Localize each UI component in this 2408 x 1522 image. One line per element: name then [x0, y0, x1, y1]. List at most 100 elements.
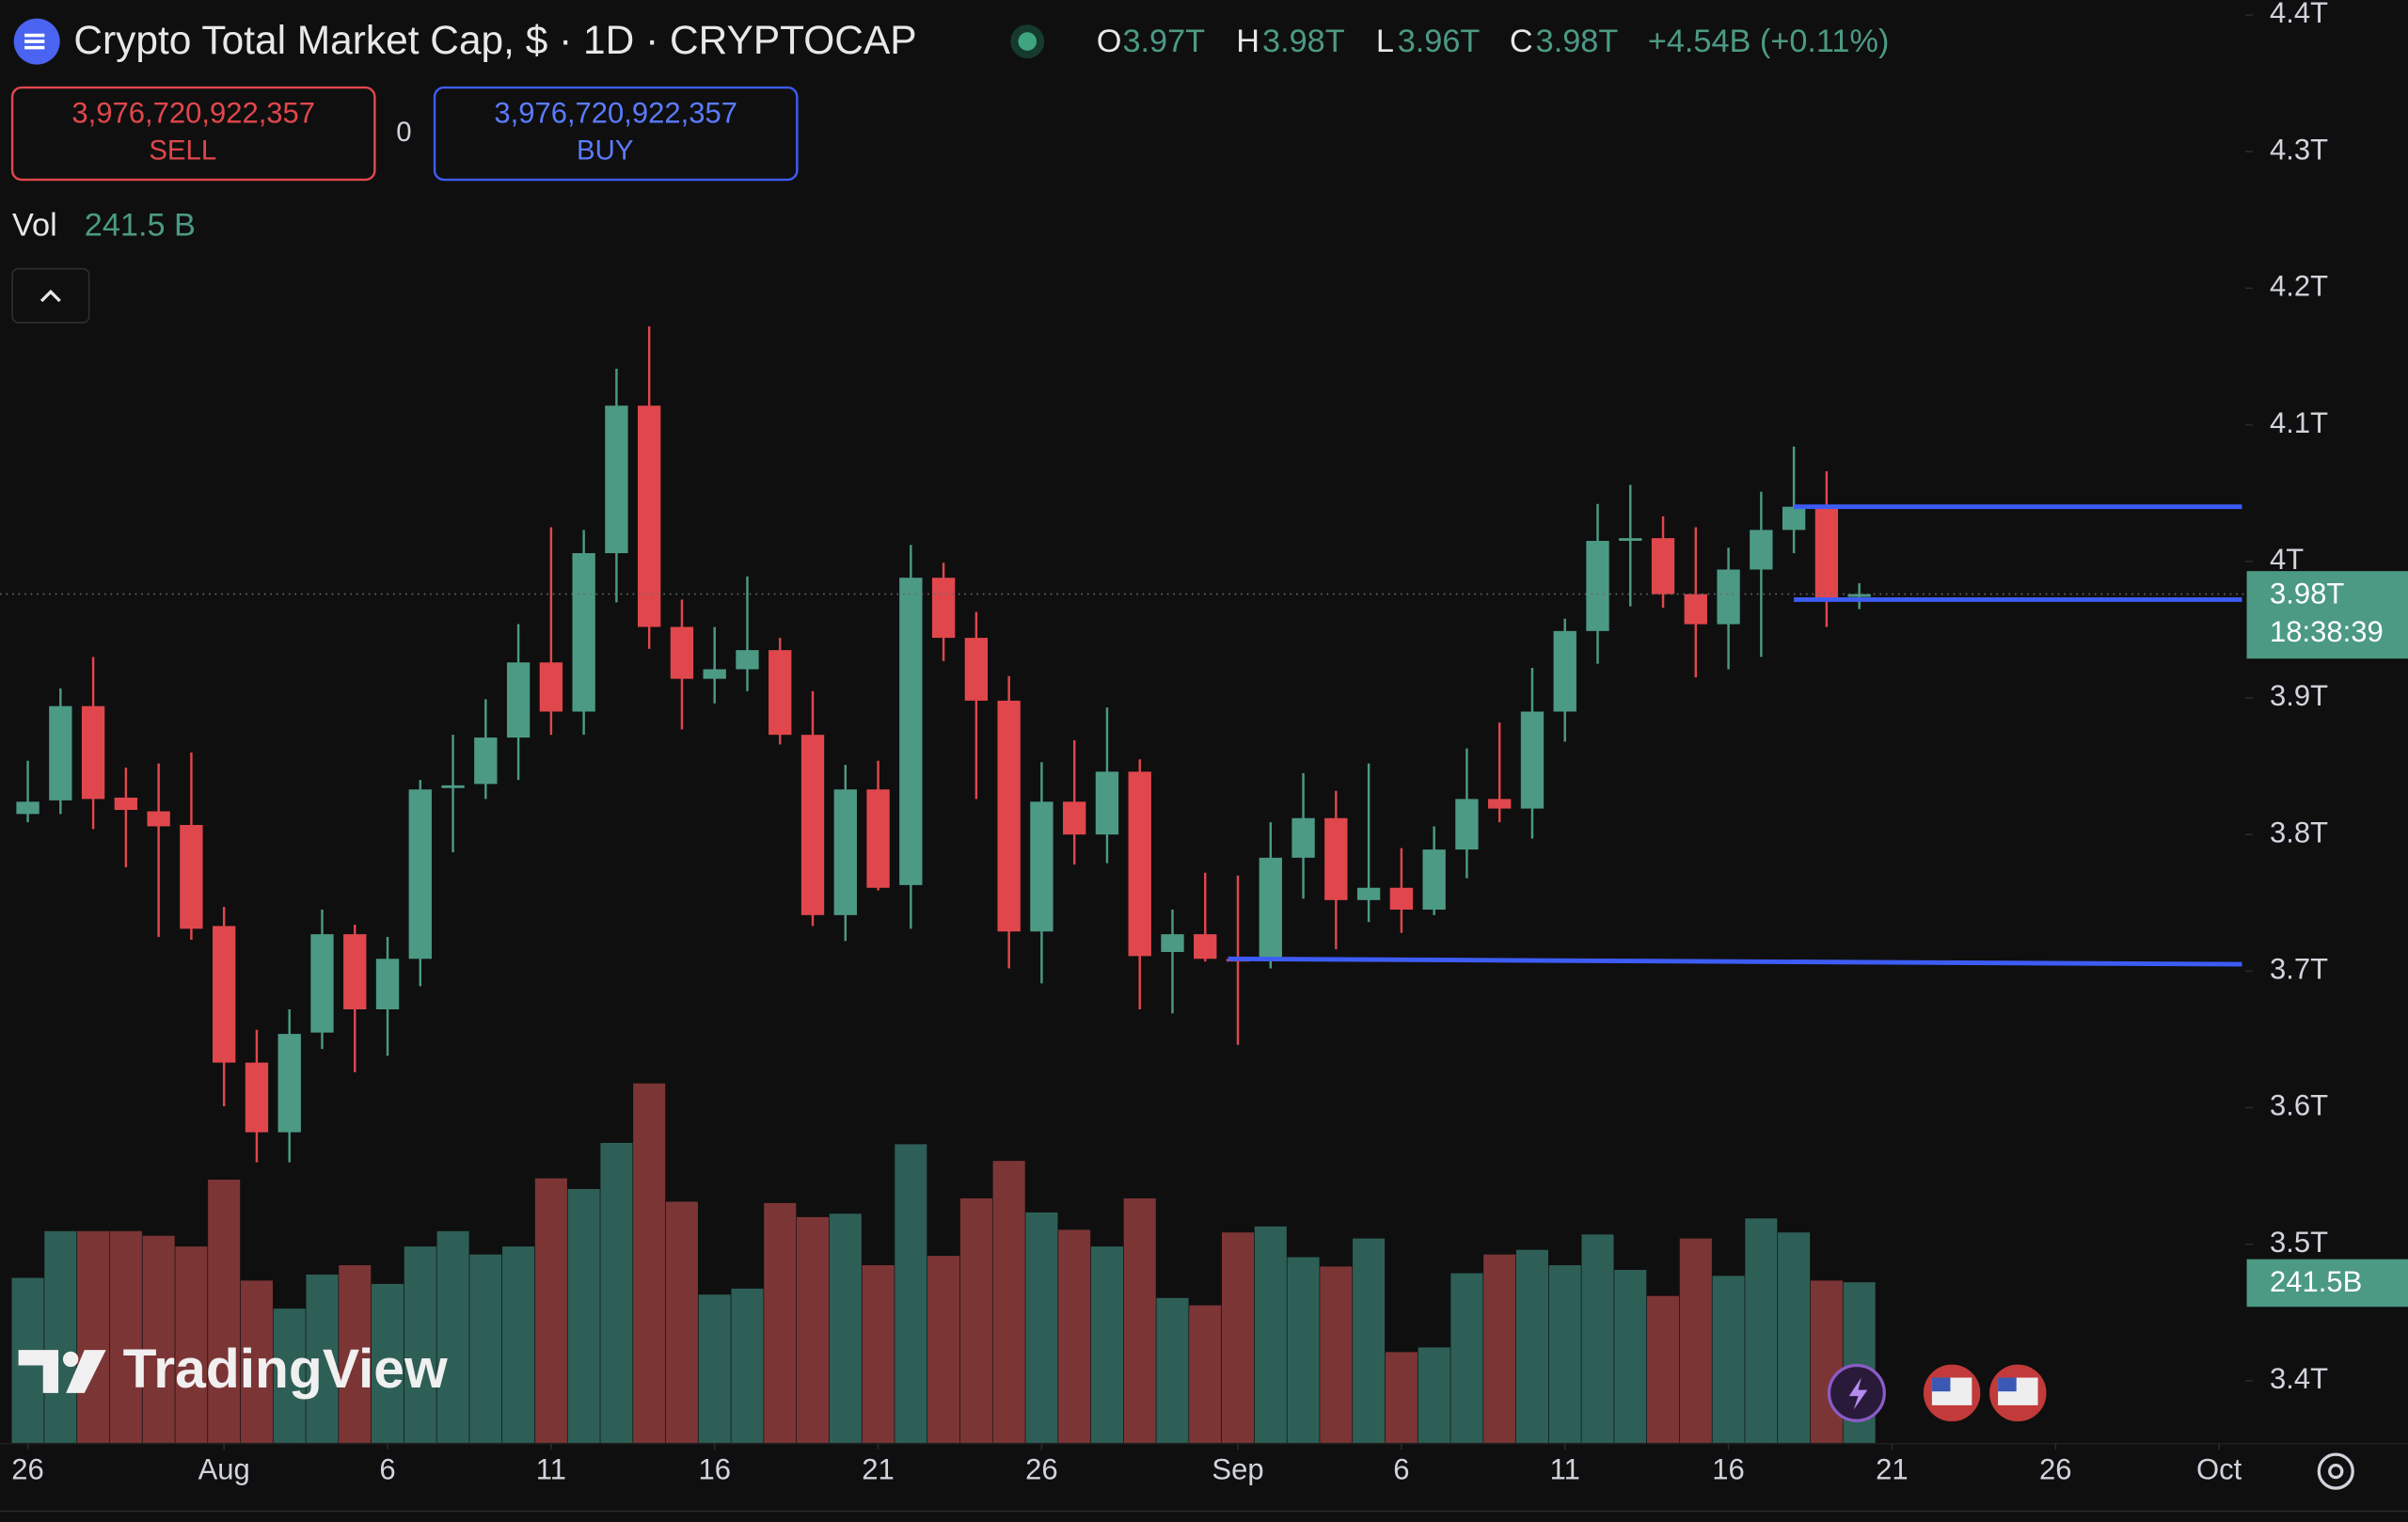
- volume-bar: [764, 1202, 797, 1444]
- x-tick-label: 26: [11, 1452, 43, 1485]
- volume-bar: [895, 1144, 927, 1444]
- price-tag: [2246, 571, 2408, 659]
- x-tick-label: 16: [698, 1452, 731, 1485]
- ohlc-key: O: [1097, 24, 1122, 59]
- volume-bar: [306, 1274, 339, 1444]
- axis-tags: 3.98T 18:38:39 241.5B: [2246, 571, 2408, 1308]
- candle-body: [49, 706, 72, 801]
- candle-body: [245, 1062, 269, 1133]
- volume-bar: [1712, 1276, 1745, 1444]
- x-tick-label: Sep: [1212, 1452, 1263, 1485]
- x-tick-label: Oct: [2196, 1452, 2242, 1485]
- candle-body: [638, 405, 661, 627]
- candle-body: [1553, 630, 1576, 712]
- volume-bar: [534, 1178, 567, 1444]
- volume-bar: [1614, 1269, 1647, 1444]
- candle-body: [1128, 771, 1151, 957]
- candle-body: [1847, 594, 1871, 597]
- volume-bar: [1647, 1295, 1680, 1444]
- candle-body: [1651, 538, 1675, 595]
- volume-bar: [796, 1216, 830, 1444]
- ohlc-key: L: [1376, 24, 1394, 59]
- volume-label: Vol: [12, 208, 57, 244]
- x-tick-label: 21: [862, 1452, 895, 1485]
- volume-bar: [959, 1197, 992, 1444]
- candle-body: [1291, 817, 1315, 858]
- candle-body: [1259, 857, 1282, 959]
- volume-bar: [567, 1189, 600, 1444]
- volume-tag-label: 241.5B: [2270, 1265, 2362, 1298]
- volume-bar: [1745, 1218, 1778, 1444]
- candle-body: [1422, 849, 1446, 911]
- candle-body: [1750, 530, 1773, 570]
- y-tick-label: 4.3T: [2270, 133, 2328, 166]
- y-tick-label: 3.6T: [2270, 1089, 2328, 1122]
- volume-bar: [731, 1288, 764, 1444]
- market-status-dot: [1018, 32, 1038, 51]
- candle-body: [703, 669, 726, 679]
- candle-body: [539, 662, 563, 712]
- sell-price: 3,976,720,922,357: [71, 97, 315, 130]
- volume-bar: [862, 1265, 895, 1444]
- candle-body: [1717, 569, 1740, 625]
- sell-button[interactable]: [10, 86, 376, 182]
- candle-body: [1356, 887, 1381, 900]
- candle-body: [375, 959, 400, 1009]
- volume-bar: [1450, 1273, 1483, 1444]
- candle-body: [16, 801, 40, 815]
- candle-body: [1814, 506, 1839, 600]
- collapse-icon: [40, 289, 61, 303]
- y-tick-label: 4.4T: [2270, 0, 2328, 29]
- candle-body: [800, 735, 825, 915]
- volume-bar: [44, 1230, 77, 1444]
- volume-bar: [175, 1246, 208, 1444]
- candle-body: [997, 700, 1021, 932]
- volume-bar: [600, 1142, 633, 1444]
- lightning-icon: [1848, 1377, 1868, 1410]
- candle-body: [408, 789, 432, 959]
- trend-line: [1228, 956, 2242, 967]
- volume-bar: [1090, 1246, 1123, 1444]
- volume-bar: [698, 1294, 731, 1444]
- candle-body: [1782, 506, 1806, 531]
- candle-body: [147, 811, 170, 827]
- change: +4.54B (+0.11%): [1648, 24, 1890, 59]
- candle-body: [114, 797, 138, 811]
- volume-bar: [1320, 1266, 1353, 1444]
- volume-bar: [665, 1201, 698, 1444]
- settings-icon-core: [2328, 1463, 2344, 1480]
- x-tick-label: 16: [1712, 1452, 1745, 1485]
- volume-bar: [142, 1235, 175, 1444]
- y-tick-label: 3.4T: [2270, 1362, 2328, 1395]
- volume-bar: [1778, 1232, 1811, 1444]
- volume-bar: [109, 1230, 142, 1444]
- candle-body: [1455, 799, 1479, 850]
- volume-bar: [1548, 1265, 1581, 1444]
- candle-body: [964, 638, 989, 701]
- volume-bar: [1483, 1254, 1516, 1444]
- volume-bar: [1810, 1280, 1843, 1444]
- buy-label: BUY: [577, 135, 633, 166]
- candle-body: [343, 934, 367, 1009]
- x-tick-label: 26: [2039, 1452, 2071, 1485]
- x-tick-label: Aug: [198, 1452, 250, 1485]
- volume-bar: [469, 1254, 502, 1444]
- x-tick-label: 6: [379, 1452, 395, 1485]
- candle-body: [506, 662, 531, 738]
- volume-bar: [1581, 1234, 1614, 1444]
- candle-body: [310, 934, 334, 1033]
- plot-area: [0, 326, 2245, 1444]
- candle-body: [1095, 771, 1119, 835]
- buy-button[interactable]: [433, 86, 799, 182]
- candle-body: [1520, 711, 1545, 809]
- collapse-button[interactable]: [11, 267, 90, 324]
- volume-bar: [1058, 1229, 1091, 1444]
- candle-body: [1161, 934, 1184, 953]
- x-tick-label: 21: [1876, 1452, 1908, 1485]
- volume-bar: [1679, 1238, 1712, 1444]
- settings-icon[interactable]: [2317, 1452, 2354, 1490]
- candle-body: [833, 789, 857, 915]
- volume-bar: [992, 1161, 1025, 1444]
- volume-tag: [2246, 1259, 2408, 1308]
